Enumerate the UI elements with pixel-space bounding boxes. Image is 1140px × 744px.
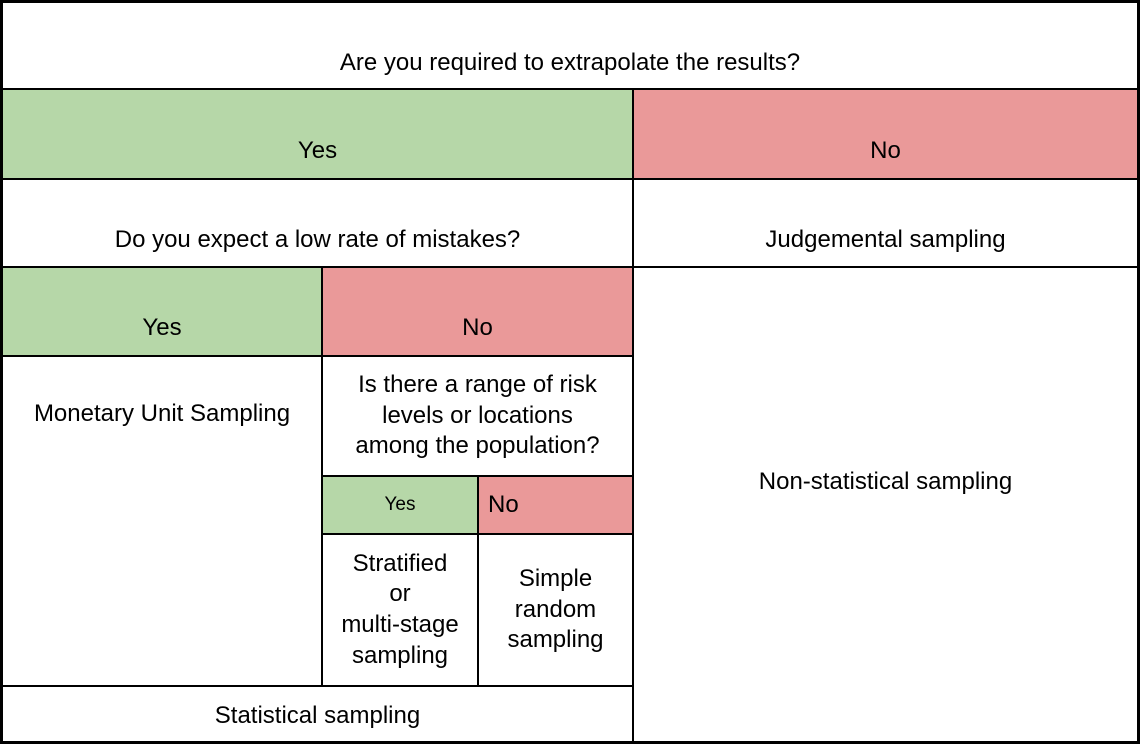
extrapolate-yes-cell: Yes xyxy=(3,90,632,178)
question-risk-range-cell: Is there a range of risk levels or locat… xyxy=(323,357,632,475)
statistical-sampling-cell: Statistical sampling xyxy=(3,687,632,741)
low-mistakes-no-cell: No xyxy=(323,268,632,355)
question-low-mistakes-cell: Do you expect a low rate of mistakes? xyxy=(3,180,632,266)
monetary-unit-sampling-cell: Monetary Unit Sampling xyxy=(3,357,321,685)
risk-range-yes-cell: Yes xyxy=(323,477,477,533)
simple-random-sampling-cell: Simple random sampling xyxy=(479,535,632,685)
extrapolate-no-cell: No xyxy=(634,90,1137,178)
low-mistakes-yes-cell: Yes xyxy=(3,268,321,355)
question-extrapolate-cell: Are you required to extrapolate the resu… xyxy=(3,3,1137,88)
non-statistical-sampling-cell: Non-statistical sampling xyxy=(634,268,1137,741)
risk-range-no-cell: No xyxy=(479,477,632,533)
stratified-multistage-sampling-cell: Stratified or multi-stage sampling xyxy=(323,535,477,685)
judgemental-sampling-cell: Judgemental sampling xyxy=(634,180,1137,266)
